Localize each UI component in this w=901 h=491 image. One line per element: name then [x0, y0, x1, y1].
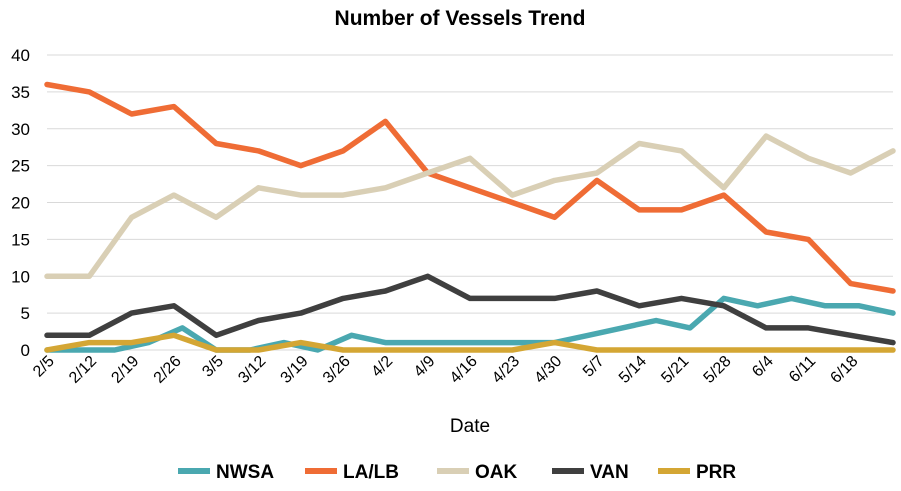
x-tick-label: 3/12: [235, 353, 269, 387]
y-tick-label: 40: [11, 46, 30, 65]
x-tick-label: 4/16: [447, 353, 481, 387]
legend-label: PRR: [696, 462, 736, 483]
x-tick-label: 5/21: [658, 353, 692, 387]
y-tick-label: 5: [21, 304, 30, 323]
x-tick-label: 4/2: [368, 353, 396, 381]
y-tick-label: 15: [11, 230, 30, 249]
legend-label: LA/LB: [343, 462, 399, 483]
x-tick-label: 2/12: [66, 353, 100, 387]
x-tick-label: 3/5: [199, 353, 227, 381]
x-tick-label: 6/4: [749, 353, 777, 381]
series-line-oak: [44, 133, 896, 280]
x-tick-label: 6/18: [827, 353, 861, 387]
legend-label: NWSA: [216, 462, 274, 483]
x-axis-label: Date: [450, 416, 490, 437]
x-tick-label: 4/9: [411, 353, 439, 381]
series-line-la-lb: [44, 81, 896, 294]
x-tick-label: 4/30: [531, 353, 565, 387]
x-tick-label: 5/7: [580, 353, 608, 381]
y-tick-label: 35: [11, 83, 30, 102]
series-line-van: [44, 273, 896, 346]
legend-label: OAK: [475, 462, 518, 483]
x-tick-label: 6/11: [786, 353, 819, 386]
x-tick-label: 2/26: [151, 353, 185, 387]
y-tick-label: 10: [11, 267, 30, 286]
y-tick-label: 0: [21, 341, 30, 360]
chart-title: Number of Vessels Trend: [335, 7, 586, 30]
x-tick-label: 5/28: [701, 353, 735, 387]
x-tick-label: 3/26: [320, 353, 354, 387]
legend-label: VAN: [590, 462, 629, 483]
x-tick-label: 2/19: [108, 353, 142, 387]
y-tick-label: 20: [11, 194, 30, 213]
x-tick-label: 5/14: [616, 353, 650, 387]
y-tick-label: 25: [11, 157, 30, 176]
y-tick-label: 30: [11, 120, 30, 139]
series-line-prr: [44, 332, 896, 353]
x-tick-label: 4/23: [489, 353, 523, 387]
x-tick-label: 2/5: [30, 353, 58, 381]
series-line-nwsa: [44, 295, 896, 353]
x-tick-label: 3/19: [278, 353, 312, 387]
